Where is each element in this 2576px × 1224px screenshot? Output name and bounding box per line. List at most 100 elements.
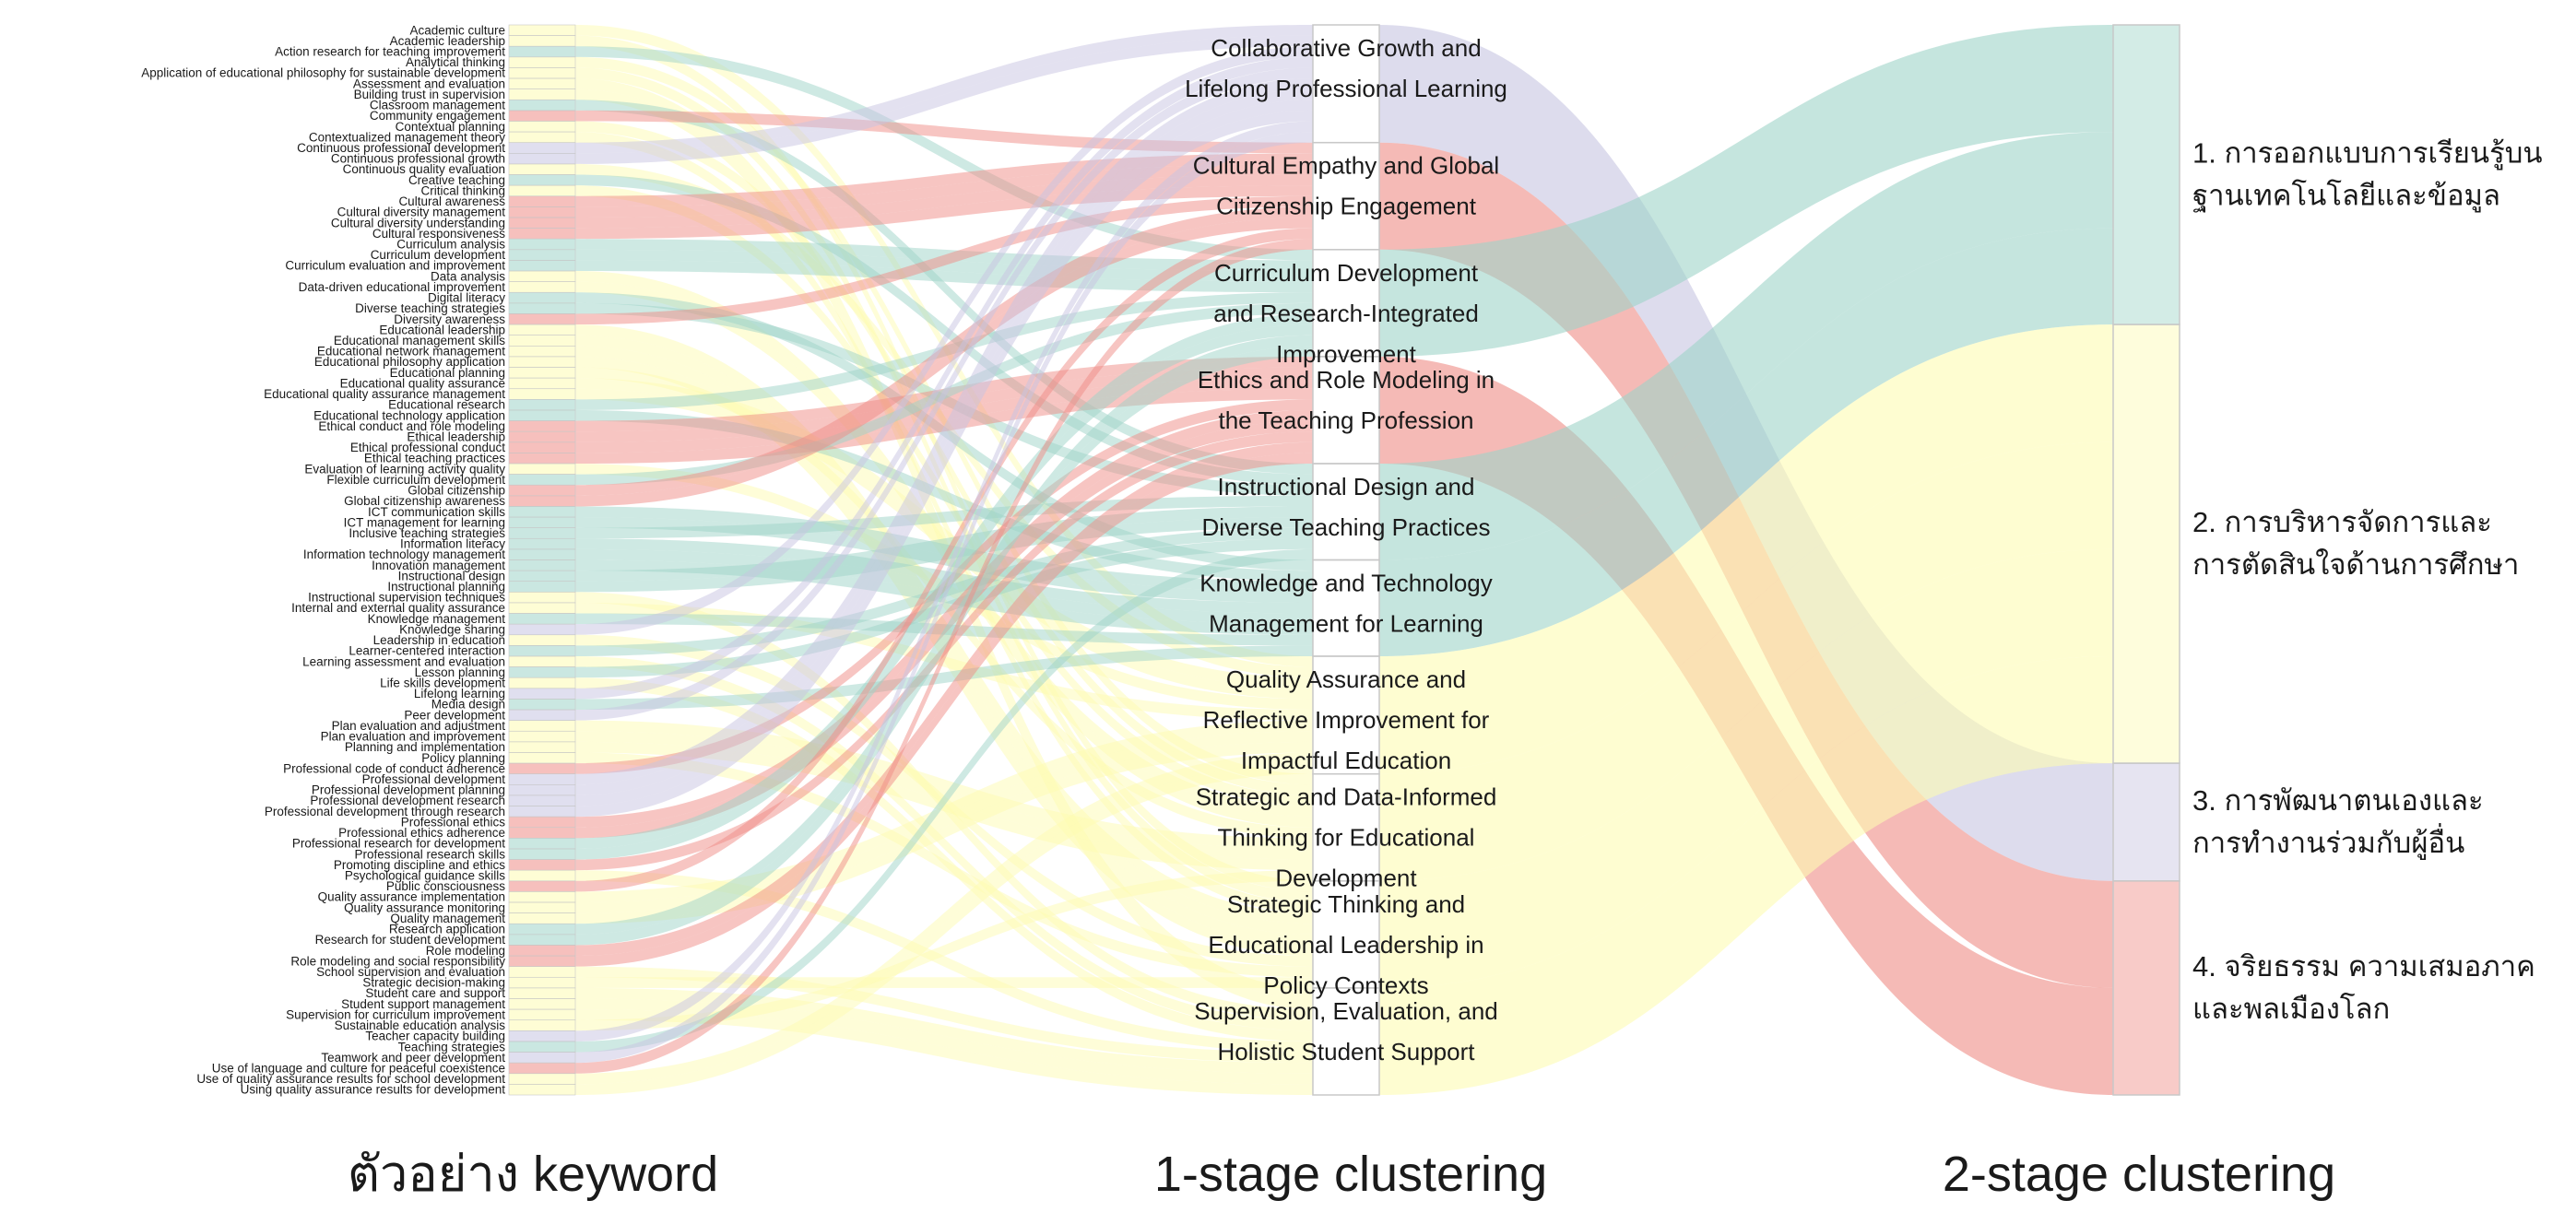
keyword-node	[508, 773, 576, 785]
keyword-link	[575, 78, 1313, 785]
keyword-link	[575, 100, 1313, 475]
keyword-node	[508, 527, 576, 539]
keyword-label: Global citizenship awareness	[344, 494, 505, 508]
keyword-link	[575, 548, 1313, 1053]
keyword-node	[508, 784, 576, 796]
group-node	[2112, 880, 2180, 1096]
keyword-link	[575, 998, 1313, 1085]
keyword-label: Lifelong learning	[414, 687, 505, 700]
keyword-label: Promoting discipline and ethics	[334, 858, 505, 872]
keyword-link	[575, 249, 1313, 282]
column-title-keyword: ตัวอย่าง keyword	[348, 1147, 718, 1202]
keyword-label: Information literacy	[400, 537, 505, 551]
keyword-node	[508, 121, 576, 133]
group-label: 3. การพัฒนาตนเองและการทำงานร่วมกับผู้อื่…	[2192, 784, 2484, 860]
keyword-link	[575, 741, 1313, 924]
keyword-label: Instructional planning	[387, 580, 505, 594]
keyword-to-cluster-links	[575, 25, 1313, 1095]
cluster-to-group-links	[1379, 25, 2113, 1095]
keyword-link	[575, 1009, 1313, 1095]
keyword-node	[508, 869, 576, 882]
cluster-label: Cultural Empathy and Global Citizenship E…	[1193, 152, 1499, 220]
keyword-node	[508, 99, 576, 112]
keyword-node	[508, 399, 576, 411]
keyword-node	[508, 537, 576, 550]
keyword-label: Educational quality assurance management	[264, 387, 505, 401]
keyword-node	[508, 238, 576, 251]
keyword-node	[508, 335, 576, 347]
keyword-label: Data-driven educational improvement	[299, 280, 506, 294]
keyword-node	[508, 709, 576, 721]
keyword-node	[508, 324, 576, 335]
keyword-label: Professional development research	[310, 794, 505, 807]
sankey-nodes	[508, 24, 2180, 1096]
keyword-label: Quality assurance implementation	[318, 890, 505, 904]
keyword-node	[508, 934, 576, 946]
keyword-node	[508, 367, 576, 379]
keyword-label: Diverse teaching strategies	[355, 301, 505, 315]
keyword-link	[575, 35, 1313, 164]
keyword-node	[508, 955, 576, 967]
keyword-link	[575, 420, 1313, 839]
keyword-node	[508, 217, 576, 229]
cluster-label: Ethics and Role Modeling in the Teaching …	[1198, 366, 1495, 434]
keyword-link	[575, 100, 1313, 806]
keyword-link	[575, 88, 1313, 795]
keyword-label: Quality management	[390, 912, 505, 925]
keyword-link	[575, 206, 1313, 496]
keyword-node	[508, 677, 576, 689]
keyword-link	[575, 870, 1313, 1031]
keyword-label: Planning and implementation	[345, 740, 505, 754]
keyword-node	[508, 24, 576, 36]
cluster-link	[1379, 228, 2113, 656]
keyword-label: Public consciousness	[386, 879, 505, 893]
keyword-link	[575, 677, 1313, 1042]
keyword-node	[508, 291, 576, 304]
keyword-link	[575, 25, 1313, 154]
keyword-link	[575, 977, 1313, 988]
keyword-node	[508, 463, 576, 475]
keyword-label: Teamwork and peer development	[321, 1051, 505, 1065]
group-node	[2112, 24, 2180, 325]
keyword-node	[508, 409, 576, 421]
keyword-label: Professional research skills	[354, 847, 505, 861]
keyword-node	[508, 453, 576, 465]
keyword-link	[575, 239, 1313, 1074]
keyword-label: Action research for teaching improvement	[275, 45, 505, 59]
keyword-node	[508, 613, 576, 625]
keyword-node	[508, 570, 576, 583]
keyword-label: Educational network management	[317, 345, 505, 359]
keyword-node	[508, 880, 576, 892]
keyword-link	[575, 506, 1313, 582]
keyword-label: Evaluation of learning activity quality	[304, 462, 505, 476]
keyword-label: Role modeling	[426, 944, 505, 958]
keyword-label: Strategic decision-making	[362, 976, 505, 990]
keyword-link	[575, 431, 1313, 871]
keyword-node	[508, 966, 576, 978]
keyword-link	[575, 110, 1313, 818]
keyword-node	[508, 516, 576, 528]
keyword-label: Learning assessment and evaluation	[302, 654, 505, 668]
group-label: 1. การออกแบบการเรียนรู้บนฐานเทคโนโลยีและ…	[2192, 137, 2543, 213]
keyword-label: Global citizenship	[408, 484, 505, 498]
keyword-label: Educational research	[388, 398, 505, 412]
keyword-node	[508, 794, 576, 806]
keyword-label: Learner-centered interaction	[349, 644, 505, 658]
keyword-node	[508, 623, 576, 636]
keyword-link	[575, 870, 1313, 1053]
keyword-label: Information technology management	[303, 547, 505, 561]
keyword-label: Contextualized management theory	[309, 130, 505, 144]
cluster-label: Quality Assurance and Reflective Improvem…	[1203, 665, 1490, 774]
keyword-label: Building trust in supervision	[354, 88, 505, 101]
cluster-label: Collaborative Growth and Lifelong Profess…	[1185, 34, 1507, 102]
keyword-node	[508, 581, 576, 593]
keyword-label: Cultural diversity understanding	[331, 216, 505, 230]
keyword-node	[508, 1062, 576, 1075]
keyword-label: Internal and external quality assurance	[291, 601, 505, 615]
keyword-label: Educational management skills	[334, 334, 505, 347]
keyword-link	[575, 67, 1313, 903]
keyword-label: Policy planning	[421, 751, 505, 765]
keyword-node	[508, 1030, 576, 1042]
